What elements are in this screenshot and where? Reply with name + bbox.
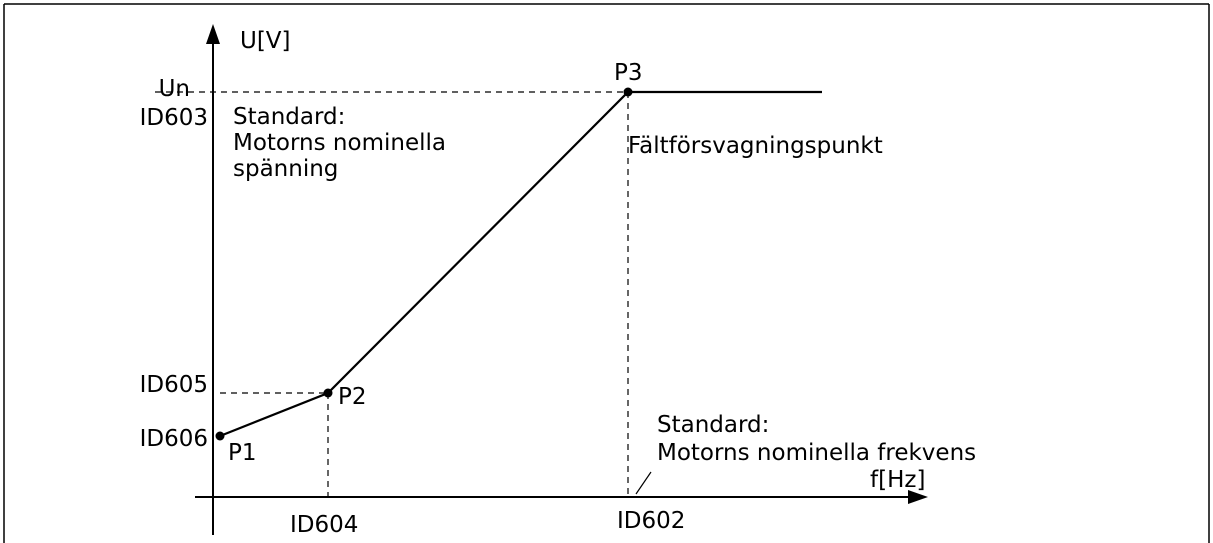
y-mark: ID603	[140, 105, 208, 131]
x-mark: ID602	[617, 508, 685, 534]
leader	[635, 471, 652, 495]
point	[323, 388, 333, 398]
annotation: Motorns nominella frekvens	[657, 440, 976, 466]
point-label: P1	[228, 440, 257, 466]
point	[215, 431, 225, 441]
vf-curve	[219, 90, 822, 438]
y-mark: Un	[159, 76, 190, 102]
y-axis-label: U[V]	[240, 28, 291, 54]
frame	[3, 3, 1210, 543]
y-arrow	[206, 24, 220, 44]
annotation: Fältförsvagningspunkt	[628, 133, 883, 159]
point-label: P3	[614, 60, 643, 86]
x-arrow	[908, 490, 928, 504]
annotation: spänning	[233, 156, 338, 182]
annotation: Standard:	[657, 412, 769, 438]
x-axis-label: f[Hz]	[870, 467, 925, 493]
point-label: P2	[338, 384, 367, 410]
point	[623, 87, 633, 97]
annotation: Standard:	[233, 104, 345, 130]
y-mark: ID605	[140, 372, 208, 398]
axes	[195, 40, 912, 535]
y-mark: ID606	[140, 426, 208, 452]
x-mark: ID604	[290, 512, 358, 538]
annotation: Motorns nominella	[233, 130, 446, 156]
guides	[155, 91, 629, 497]
